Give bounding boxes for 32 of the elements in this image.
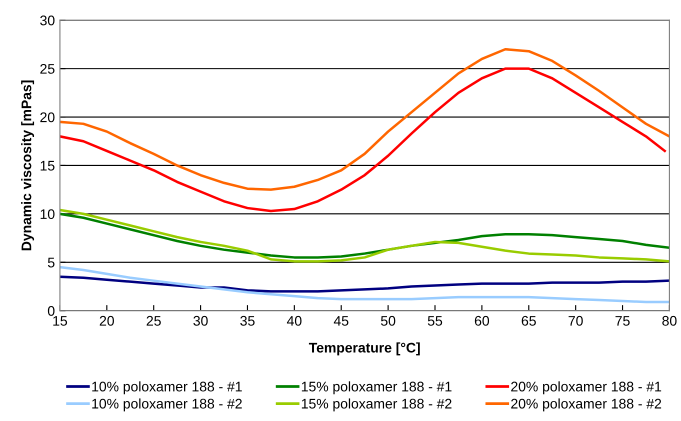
y-tick-label: 30 xyxy=(40,16,55,26)
x-tick-label: 30 xyxy=(193,316,208,326)
line-series xyxy=(60,266,670,304)
legend-label: 15% poloxamer 188 - #2 xyxy=(302,398,452,412)
legend-label: 10% poloxamer 188 - #1 xyxy=(92,381,242,394)
y-tick-label: 10 xyxy=(40,209,55,220)
x-tick-label: 80 xyxy=(662,316,677,326)
x-tick-label: 70 xyxy=(568,316,583,326)
y-tick-label: 20 xyxy=(40,112,55,122)
x-tick-label: 35 xyxy=(240,316,255,326)
x-tick-label: 45 xyxy=(334,316,348,326)
x-tick-label: 75 xyxy=(616,316,630,326)
y-axis-title: Dynamic viscosity [mPas] xyxy=(21,80,34,250)
line-series xyxy=(60,48,670,191)
line-series xyxy=(60,67,666,212)
y-tick-label: 15 xyxy=(40,160,54,171)
x-tick-label: 25 xyxy=(146,316,161,326)
legend-label: 10% poloxamer 188 - #2 xyxy=(92,398,242,412)
x-tick-label: 40 xyxy=(286,316,302,326)
y-tick-label: 5 xyxy=(48,258,54,268)
y-tick-label: 25 xyxy=(40,64,54,74)
x-tick-label: 65 xyxy=(522,316,536,326)
x-tick-label: 20 xyxy=(100,316,114,326)
line-series xyxy=(60,276,670,293)
legend-label: 15% poloxamer 188 - #1 xyxy=(302,381,452,394)
x-tick-label: 55 xyxy=(428,316,442,326)
legend-label: 20% poloxamer 188 - #1 xyxy=(511,381,662,394)
legend-label: 20% poloxamer 188 - #2 xyxy=(511,398,662,412)
x-axis-title: Temperature [°C] xyxy=(308,342,420,356)
x-tick-label: 50 xyxy=(380,316,396,326)
x-tick-label: 60 xyxy=(474,316,490,326)
y-tick-label: 0 xyxy=(48,306,55,316)
